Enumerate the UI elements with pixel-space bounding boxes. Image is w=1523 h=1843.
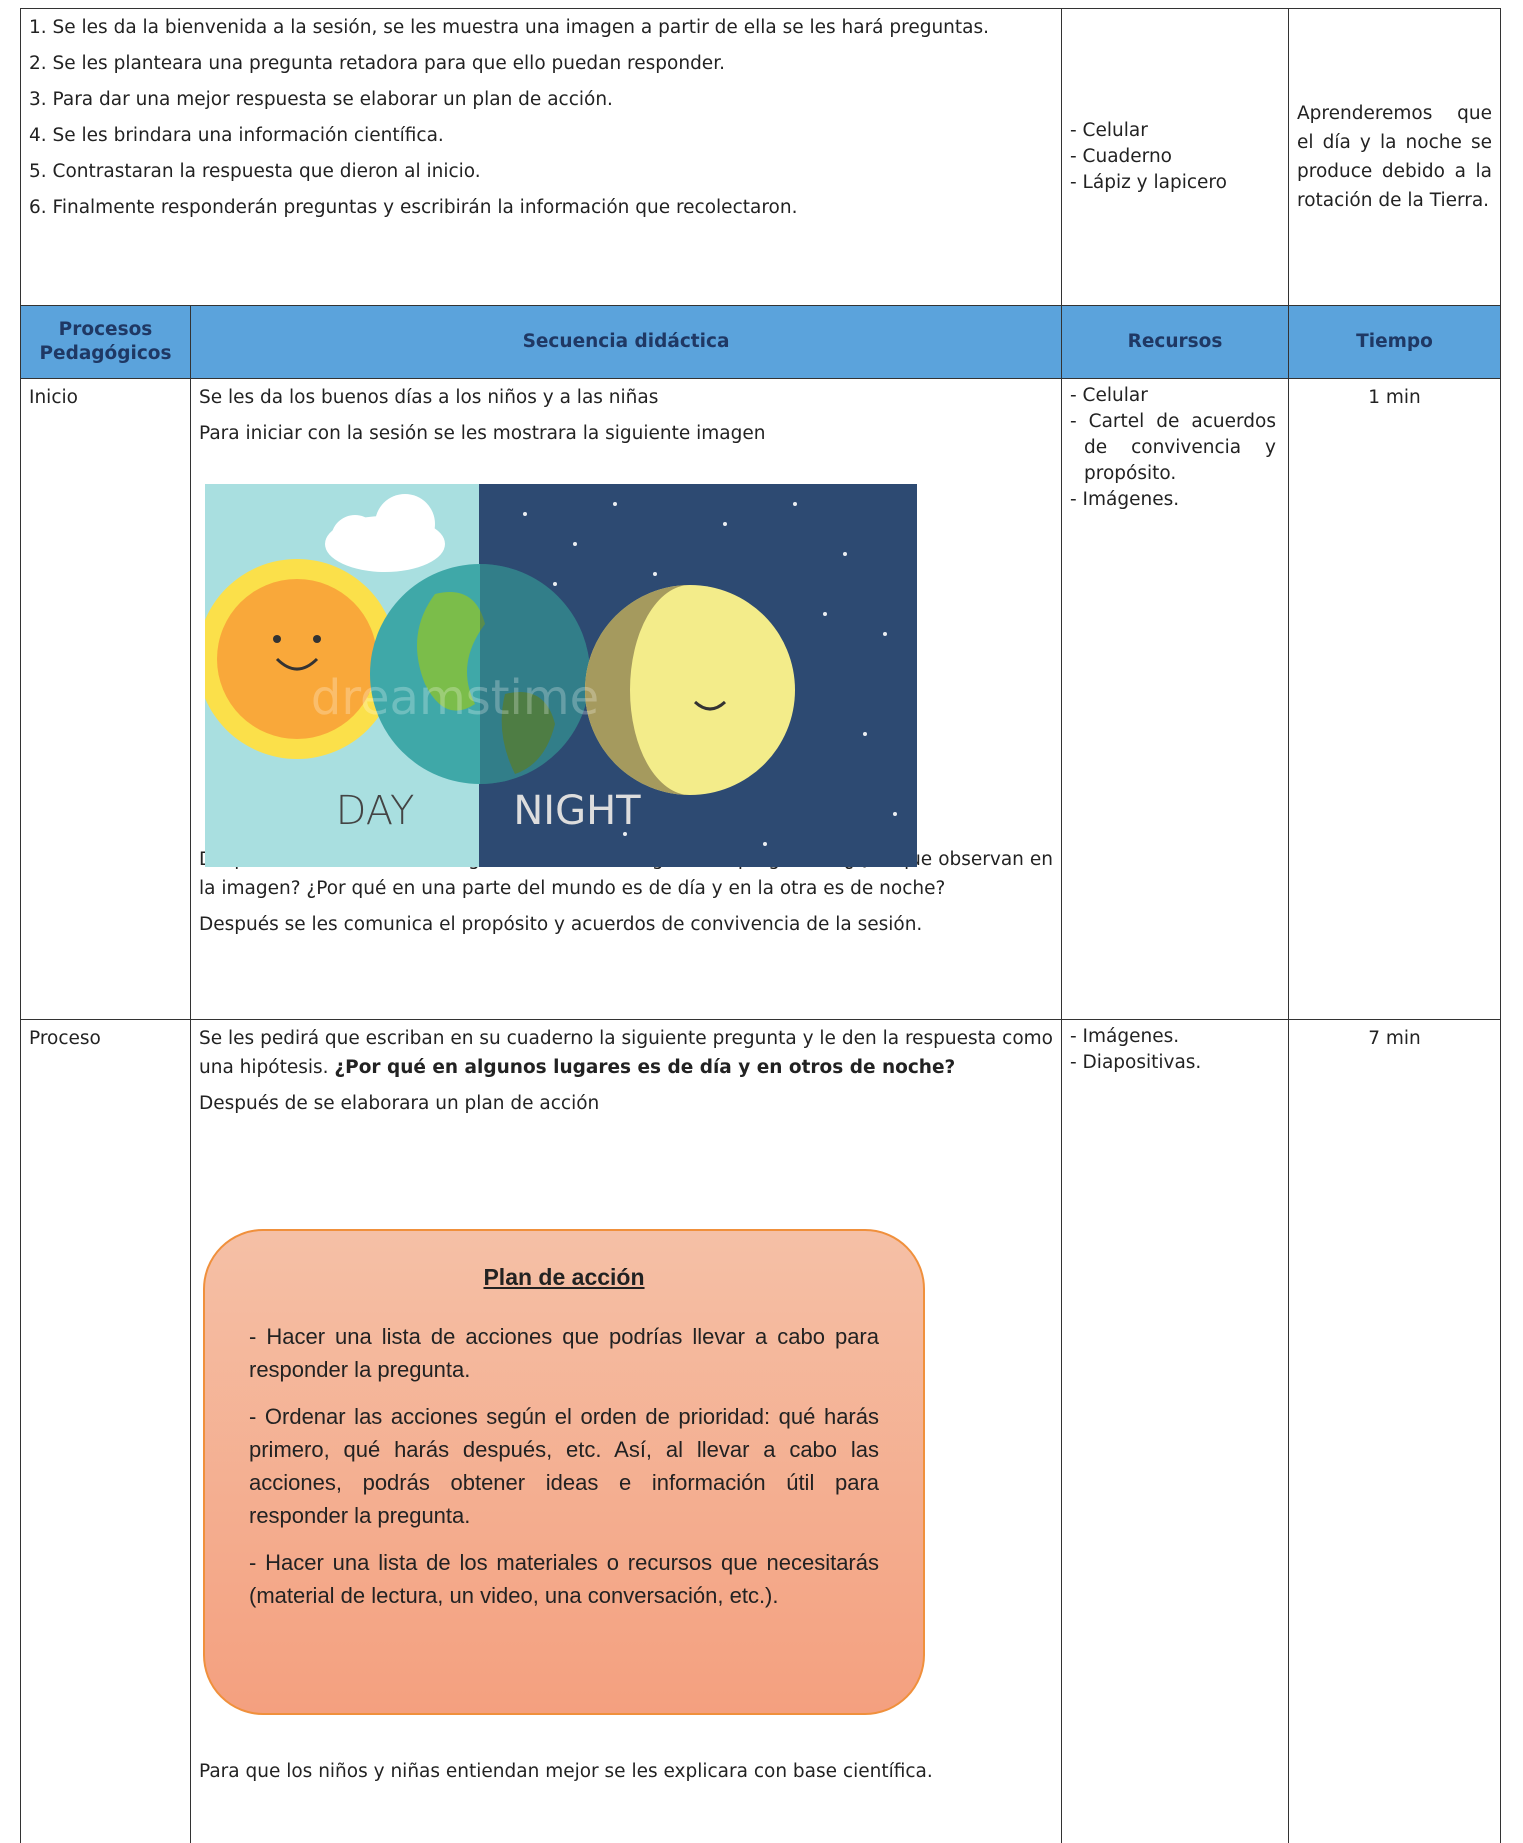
paragraph: Se les pedirá que escriban en su cuadern… <box>199 1024 1053 1082</box>
paragraph: Para iniciar con la sesión se les mostra… <box>199 423 766 444</box>
plan-item: - Hacer una lista de acciones que podría… <box>249 1324 879 1382</box>
paragraph: Después de se elaborara un plan de acció… <box>199 1093 600 1114</box>
time-cell: 7 min <box>1288 1019 1501 1843</box>
resource: - Lápiz y lapicero <box>1070 172 1227 193</box>
header: Secuencia didáctica <box>190 305 1062 379</box>
step: 4. Se les brindara una información cient… <box>29 125 444 146</box>
resource: - Diapositivas. <box>1070 1052 1202 1073</box>
plan-item: - Ordenar las acciones según el orden de… <box>249 1404 879 1528</box>
resources-cell: - Imágenes. - Diapositivas. <box>1061 1019 1289 1843</box>
header-text: Secuencia didáctica <box>522 331 730 352</box>
resource: - Imágenes. <box>1070 489 1180 510</box>
header-text: Recursos <box>1127 331 1223 352</box>
process-cell: Proceso <box>20 1019 191 1843</box>
step: 6. Finalmente responderán preguntas y es… <box>29 197 798 218</box>
step: 5. Contrastaran la respuesta que dieron … <box>29 161 481 182</box>
time-cell: 1 min <box>1288 378 1501 1020</box>
plan-title: Plan de acción <box>483 1264 645 1290</box>
paragraph: Después se les comunica el propósito y a… <box>199 914 923 935</box>
time: 1 min <box>1368 387 1421 408</box>
resource: - Celular <box>1070 385 1148 406</box>
resource: - Celular <box>1070 120 1148 141</box>
question-intro: Se les pedirá que escriban en su cuadern… <box>199 1028 1053 1078</box>
header: Recursos <box>1061 305 1289 379</box>
day-label: DAY <box>336 788 415 834</box>
header-text: Tiempo <box>1356 331 1433 352</box>
paragraph: Para que los niños y niñas entiendan mej… <box>199 1761 933 1782</box>
watermark: dreamstime <box>311 670 599 726</box>
night-label: NIGHT <box>513 788 641 834</box>
resource: - Imágenes. <box>1070 1026 1180 1047</box>
purpose: Aprenderemos que el día y la noche se pr… <box>1297 103 1492 211</box>
resource: - Cuaderno <box>1070 146 1172 167</box>
process-cell: Inicio <box>20 378 191 1020</box>
resources-cell: - Celular - Cuaderno - Lápiz y lapicero <box>1061 8 1289 306</box>
process: Proceso <box>29 1028 101 1049</box>
purpose-cell: Aprenderemos que el día y la noche se pr… <box>1288 8 1501 306</box>
resources-cell: - Celular - Cartel de acuerdos de conviv… <box>1061 378 1289 1020</box>
process: Inicio <box>29 387 78 408</box>
question: ¿Por qué en algunos lugares es de día y … <box>334 1057 956 1078</box>
day-night-image: dreamstime DAY NIGHT <box>205 484 917 867</box>
header-text: Procesos Pedagógicos <box>39 319 172 364</box>
paragraph: Se les da los buenos días a los niños y … <box>199 387 659 408</box>
steps-cell: 1. Se les da la bienvenida a la sesión, … <box>20 8 1062 306</box>
plan-box: Plan de acción - Hacer una lista de acci… <box>203 1229 925 1715</box>
resource: - Cartel de acuerdos de convivencia y pr… <box>1070 411 1276 484</box>
header: Procesos Pedagógicos <box>20 305 191 379</box>
time: 7 min <box>1368 1028 1421 1049</box>
plan-item: - Hacer una lista de los materiales o re… <box>249 1550 879 1608</box>
step: 1. Se les da la bienvenida a la sesión, … <box>29 17 990 38</box>
header: Tiempo <box>1288 305 1501 379</box>
step: 2. Se les planteara una pregunta retador… <box>29 53 725 74</box>
step: 3. Para dar una mejor respuesta se elabo… <box>29 89 613 110</box>
